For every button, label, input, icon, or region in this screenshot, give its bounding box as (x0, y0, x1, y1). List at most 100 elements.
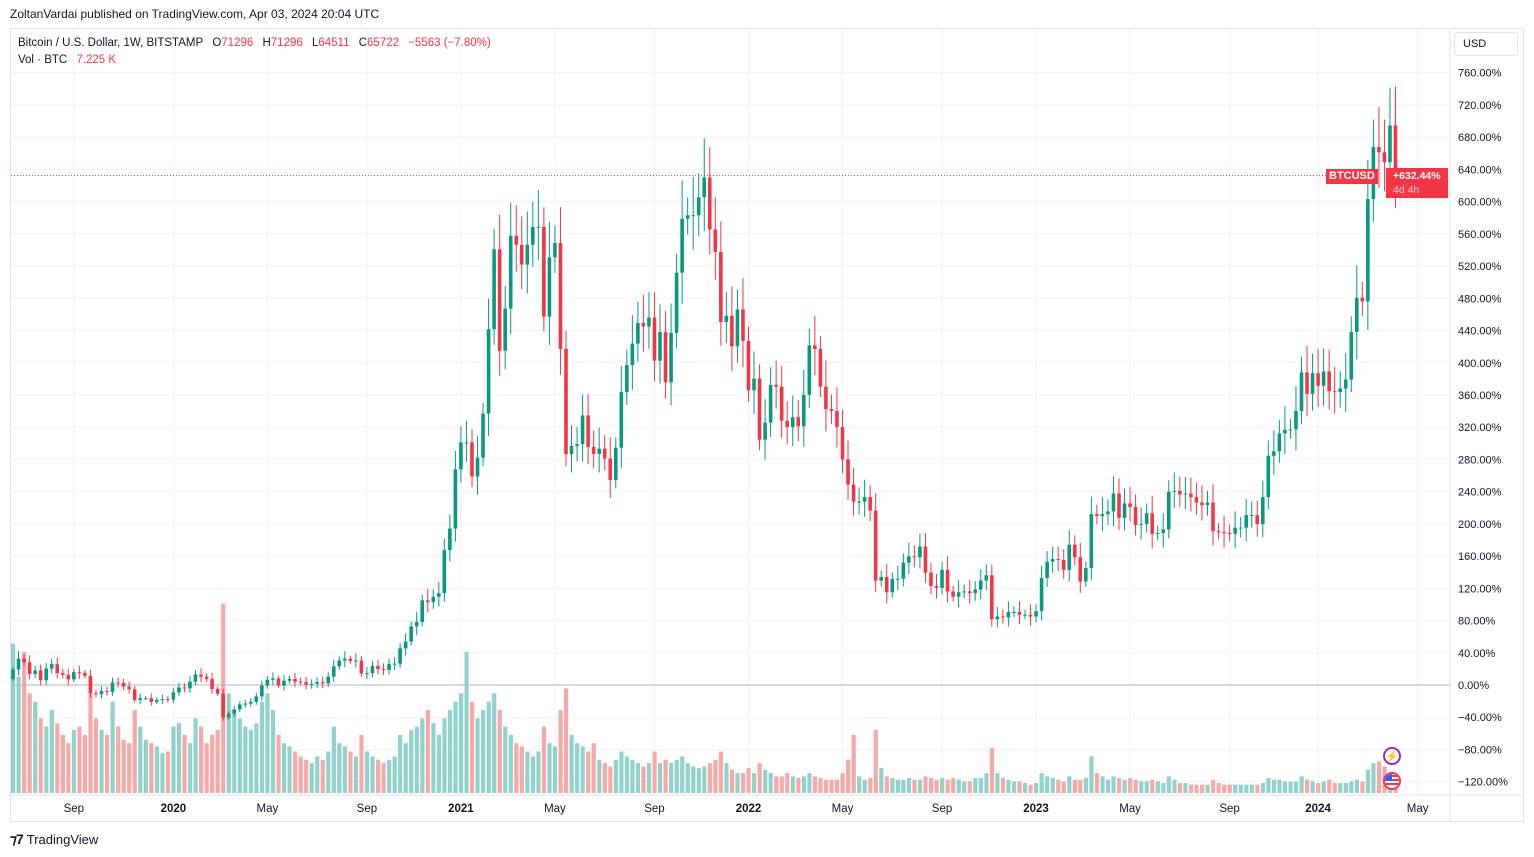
candle-body (1360, 297, 1365, 302)
y-tick-label: 480.00% (1458, 293, 1502, 305)
volume-bar (912, 779, 917, 793)
candle-body (907, 556, 911, 563)
candle-body (1272, 451, 1276, 456)
candle-body (425, 600, 430, 603)
y-tick-label: 240.00% (1458, 487, 1502, 499)
volume-bar (105, 734, 110, 793)
volume-bar (160, 753, 165, 793)
volume-bar (779, 776, 784, 793)
volume-bar (138, 726, 143, 793)
high-value: 71296 (270, 37, 303, 49)
candle-body (376, 665, 380, 670)
volume-bar (895, 779, 900, 793)
volume-bar (834, 779, 840, 793)
volume-bar (857, 776, 862, 793)
candle-body (1111, 493, 1116, 512)
volume-bar (1150, 779, 1155, 793)
y-tick-label: 720.00% (1458, 100, 1502, 112)
volume-bar (508, 734, 513, 793)
volume-bar (519, 746, 524, 793)
x-tick-label: 2023 (1023, 803, 1049, 815)
candle-body (370, 665, 375, 674)
candle-body (243, 703, 248, 705)
volume-bar (586, 751, 591, 793)
y-tick-label: −120.00% (1458, 777, 1508, 789)
candle-body (1332, 391, 1337, 393)
x-tick-label: May (257, 803, 279, 815)
candle-body (768, 384, 773, 423)
y-tick-label: 760.00% (1458, 68, 1502, 80)
volume-label[interactable]: Vol · BTC (18, 54, 68, 66)
volume-bar (558, 710, 563, 793)
tradingview-logo[interactable]: ⁊7 TradingView (10, 831, 98, 848)
candle-body (896, 578, 900, 580)
lightning-icon[interactable]: ⚡ (1383, 747, 1401, 765)
candle-body (514, 235, 519, 245)
publisher-line: ZoltanVardai published on TradingView.co… (10, 7, 380, 21)
candle-body (1200, 502, 1204, 506)
volume-bar (331, 726, 336, 793)
candle-body (1012, 612, 1016, 614)
volume-bar (984, 773, 989, 793)
volume-bar (613, 759, 618, 793)
volume-bar (176, 723, 182, 793)
change-value: −5563 (−7.80%) (408, 37, 491, 49)
candle-body (1028, 614, 1033, 617)
candle-body (1122, 503, 1127, 518)
candle-body (625, 365, 629, 393)
us-flag-icon[interactable] (1383, 772, 1401, 790)
candle-body (271, 678, 275, 680)
volume-bar (392, 756, 397, 793)
symbol-description[interactable]: Bitcoin / U.S. Dollar, 1W, BITSTAMP (18, 37, 204, 49)
candle-body (88, 675, 93, 694)
candle-body (1078, 557, 1083, 582)
currency-button[interactable]: USD (1454, 32, 1518, 56)
volume-bar (1045, 776, 1050, 793)
volume-bar (364, 751, 370, 793)
x-tick-label: May (1407, 803, 1429, 815)
volume-bar (1249, 784, 1254, 793)
candle-body (918, 546, 922, 558)
volume-bar (1321, 781, 1326, 793)
candle-body (199, 674, 203, 677)
candle-body (44, 668, 48, 681)
candle-body (1001, 616, 1005, 618)
candle-body (608, 458, 613, 481)
volume-bar (724, 763, 729, 793)
volume-bar (1100, 776, 1105, 793)
candle-body (835, 410, 839, 428)
volume-bar (44, 726, 49, 793)
volume-bar (569, 734, 574, 793)
candle-body (105, 691, 109, 693)
y-tick-label: 160.00% (1458, 551, 1502, 563)
candle-body (254, 696, 259, 702)
volume-bar (934, 779, 939, 793)
candle-body (470, 442, 474, 477)
volume-bar (293, 751, 298, 793)
volume-bar (564, 688, 569, 793)
candle-body (884, 577, 889, 593)
candle-body (508, 235, 513, 309)
candle-body (1139, 524, 1143, 526)
candle-body (1327, 371, 1331, 392)
volume-bar (796, 778, 801, 793)
candle-body (11, 669, 15, 680)
volume-bar (1128, 778, 1133, 793)
candle-body (990, 575, 994, 620)
candle-body (1349, 331, 1354, 380)
candle-body (1382, 152, 1387, 163)
volume-bar (1039, 773, 1044, 793)
candle-body (663, 331, 668, 383)
candle-body (707, 177, 712, 230)
candle-body (315, 682, 319, 684)
candle-body (1056, 559, 1060, 561)
candle-body (1045, 561, 1049, 578)
y-tick-label: −40.00% (1458, 712, 1502, 724)
candle-body (1294, 410, 1298, 430)
volume-bar (237, 718, 242, 793)
volume-bar (27, 693, 32, 793)
volume-bar (928, 778, 934, 793)
candle-body (210, 678, 214, 689)
volume-bar (243, 726, 248, 793)
